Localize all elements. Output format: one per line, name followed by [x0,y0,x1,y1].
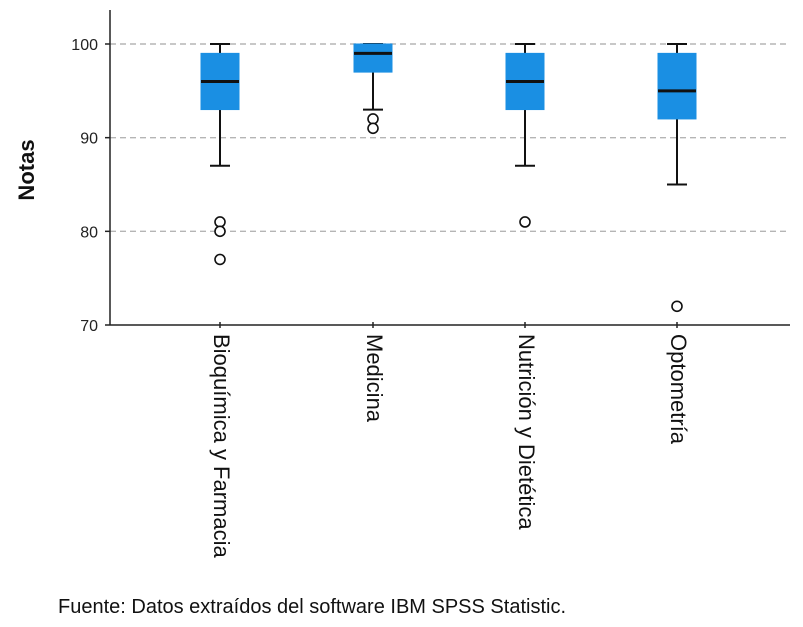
box-1-outlier-3 [214,253,226,266]
box-4-iqr-box [657,52,697,120]
x-category-label-1: Bioquímica y Farmacia [209,334,234,559]
box-2-outlier-2 [367,122,379,135]
x-category-label-3: Nutrición y Dietética [514,334,539,530]
box-3-outlier-1 [519,216,531,228]
box-4-outlier-1 [671,300,683,313]
x-category-label-4: Optometría [666,334,691,445]
box-1-outlier-1 [214,216,226,228]
box-2-iqr-box [353,43,393,73]
x-category-label-2: Medicina [362,334,387,423]
box-1-outlier-2 [214,225,226,238]
y-axis-label: Notas [14,139,39,200]
y-tick-label-90: 90 [80,131,98,148]
y-tick-label-80: 80 [80,224,98,241]
box-plot-chart: 70 80 90 100 Notas Bioquímica y Farmacia Medic… [14,10,790,559]
source-caption: Fuente: Datos extraídos del software IBM… [58,596,566,618]
y-tick-label-70: 70 [80,318,98,335]
y-tick-label-100: 100 [71,37,98,54]
box-2-outlier-1 [367,113,379,125]
